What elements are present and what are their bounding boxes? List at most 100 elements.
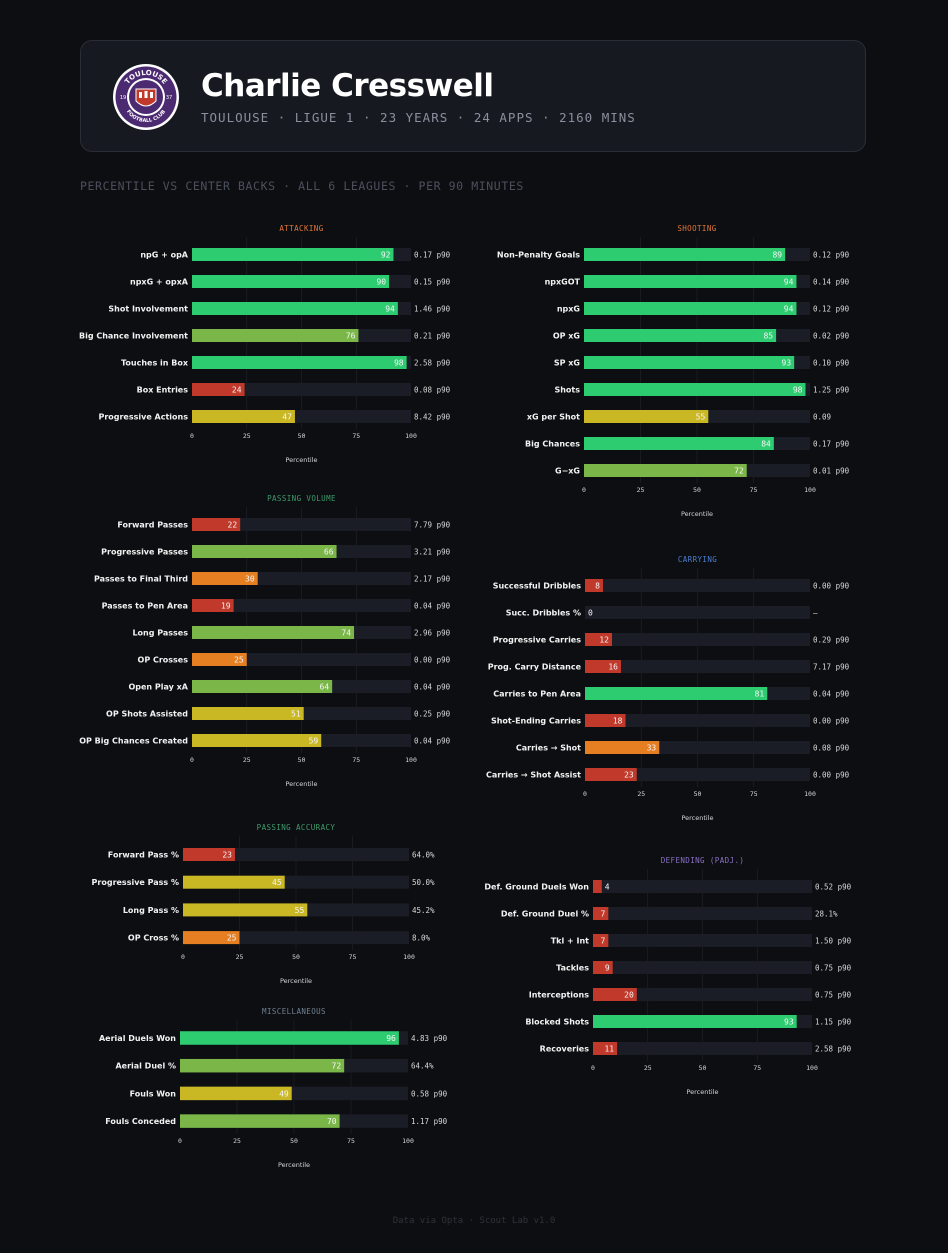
percentile-label: 25 xyxy=(234,656,244,665)
tick-label: 25 xyxy=(233,1137,241,1145)
value-label: 28.1% xyxy=(815,910,838,919)
bar-track xyxy=(585,579,810,592)
value-label: 8.42 p90 xyxy=(414,413,451,422)
bar-track xyxy=(593,961,812,974)
value-label: 4.83 p90 xyxy=(411,1034,448,1043)
chart-title: SHOOTING xyxy=(677,224,716,233)
value-label: 1.15 p90 xyxy=(815,1018,852,1027)
percentile-label: 70 xyxy=(327,1117,337,1126)
tick-label: 75 xyxy=(352,756,360,764)
bar xyxy=(593,961,613,974)
category-label: Fouls Conceded xyxy=(105,1117,176,1126)
bar-row-blocked-shots: Blocked Shots 93 1.15 p90 xyxy=(525,1015,852,1028)
bar-row-aerial-duels-won: Aerial Duels Won 96 4.83 p90 xyxy=(99,1031,448,1045)
value-label: 1.17 p90 xyxy=(411,1117,448,1126)
category-label: Progressive Passes xyxy=(101,548,188,557)
value-label: 2.17 p90 xyxy=(414,575,451,584)
bar xyxy=(593,907,609,920)
tick-label: 75 xyxy=(750,790,758,798)
chart-passing-accuracy: PASSING ACCURACY Forward Pass % 23 64.0% Pro… xyxy=(92,823,436,985)
bar-row-npxgot: npxGOT 94 0.14 p90 xyxy=(545,275,850,288)
bar-row-prog-carry-distance: Prog. Carry Distance 16 7.17 p90 xyxy=(488,660,850,673)
bar xyxy=(584,248,786,261)
tick-label: 0 xyxy=(178,1137,182,1145)
bar xyxy=(585,579,603,592)
percentile-label: 4 xyxy=(605,883,610,892)
bar xyxy=(584,437,774,450)
percentile-label: 74 xyxy=(341,629,351,638)
bar xyxy=(585,687,768,700)
chart-title: PASSING ACCURACY xyxy=(257,823,336,832)
category-label: npG + opA xyxy=(140,251,188,260)
bar-row-big-chance-involvement: Big Chance Involvement 76 0.21 p90 xyxy=(79,329,451,342)
bar-track xyxy=(192,518,411,531)
category-label: Interceptions xyxy=(529,991,590,1000)
tick-label: 75 xyxy=(753,1064,761,1072)
tick-label: 50 xyxy=(693,486,701,494)
value-label: 0.25 p90 xyxy=(414,710,451,719)
bar xyxy=(192,545,337,558)
bar-track xyxy=(585,633,810,646)
bar-row-shot-involvement: Shot Involvement 94 1.46 p90 xyxy=(108,302,451,315)
value-label: 0.75 p90 xyxy=(815,964,852,973)
bar-row-open-play-xa: Open Play xA 64 0.04 p90 xyxy=(128,680,451,693)
bar xyxy=(593,880,602,893)
bar xyxy=(180,1086,292,1101)
category-label: Blocked Shots xyxy=(525,1018,589,1027)
percentile-label: 7 xyxy=(601,937,606,946)
tick-label: 0 xyxy=(190,756,194,764)
x-axis-label: Percentile xyxy=(285,780,317,788)
percentile-label: 20 xyxy=(624,991,634,1000)
value-label: 50.0% xyxy=(412,878,435,887)
percentile-label: 90 xyxy=(376,278,386,287)
tick-label: 75 xyxy=(349,953,357,961)
value-label: 0.52 p90 xyxy=(815,883,852,892)
bar xyxy=(584,383,806,396)
value-label: — xyxy=(813,609,818,618)
player-meta: TOULOUSE · LIGUE 1 · 23 YEARS · 24 APPS … xyxy=(201,110,636,125)
category-label: Shots xyxy=(554,386,580,395)
percentile-label: 18 xyxy=(613,717,623,726)
percentile-label: 96 xyxy=(386,1034,396,1043)
percentile-label: 24 xyxy=(232,386,242,395)
bar xyxy=(192,383,245,396)
bar-row-def-ground-duels-won: Def. Ground Duels Won 4 0.52 p90 xyxy=(484,880,852,893)
bar-row-op-shots-assisted: OP Shots Assisted 51 0.25 p90 xyxy=(106,707,451,720)
value-label: 64.4% xyxy=(411,1062,434,1071)
percentile-label: 93 xyxy=(784,1018,794,1027)
category-label: npxG xyxy=(557,305,580,314)
bar xyxy=(584,410,709,423)
category-label: Def. Ground Duels Won xyxy=(484,883,589,892)
bar xyxy=(192,410,295,423)
category-label: OP Crosses xyxy=(138,656,189,665)
bar xyxy=(593,988,637,1001)
bar-row-tackles: Tackles 9 0.75 p90 xyxy=(556,961,852,974)
bar-row-interceptions: Interceptions 20 0.75 p90 xyxy=(529,988,852,1001)
percentile-label: 98 xyxy=(793,386,803,395)
bar-row-forward-pass: Forward Pass % 23 64.0% xyxy=(108,848,435,861)
value-label: 0.04 p90 xyxy=(813,690,850,699)
tick-label: 100 xyxy=(804,790,816,798)
value-label: 0.14 p90 xyxy=(813,278,850,287)
x-axis-label: Percentile xyxy=(280,977,312,985)
percentile-label: 92 xyxy=(381,251,391,260)
bar xyxy=(183,931,240,945)
category-label: Forward Passes xyxy=(117,521,188,530)
category-label: Box Entries xyxy=(137,386,189,395)
tick-label: 100 xyxy=(402,1137,414,1145)
value-label: 0.15 p90 xyxy=(414,278,451,287)
percentile-label: 72 xyxy=(332,1062,342,1071)
bar xyxy=(192,734,322,747)
category-label: Def. Ground Duel % xyxy=(501,910,589,919)
value-label: 0.08 p90 xyxy=(414,386,451,395)
percentile-label: 30 xyxy=(245,575,255,584)
value-label: 1.50 p90 xyxy=(815,937,852,946)
chart-defending-padj: DEFENDING (PADJ.) Def. Ground Duels Won 4 0… xyxy=(484,856,851,1096)
category-label: Succ. Dribbles % xyxy=(506,609,581,618)
tick-label: 50 xyxy=(298,756,306,764)
bar xyxy=(593,934,609,947)
bar xyxy=(584,275,797,288)
bar-row-op-big-chances-created: OP Big Chances Created 59 0.04 p90 xyxy=(79,734,451,747)
category-label: Aerial Duel % xyxy=(115,1062,176,1071)
